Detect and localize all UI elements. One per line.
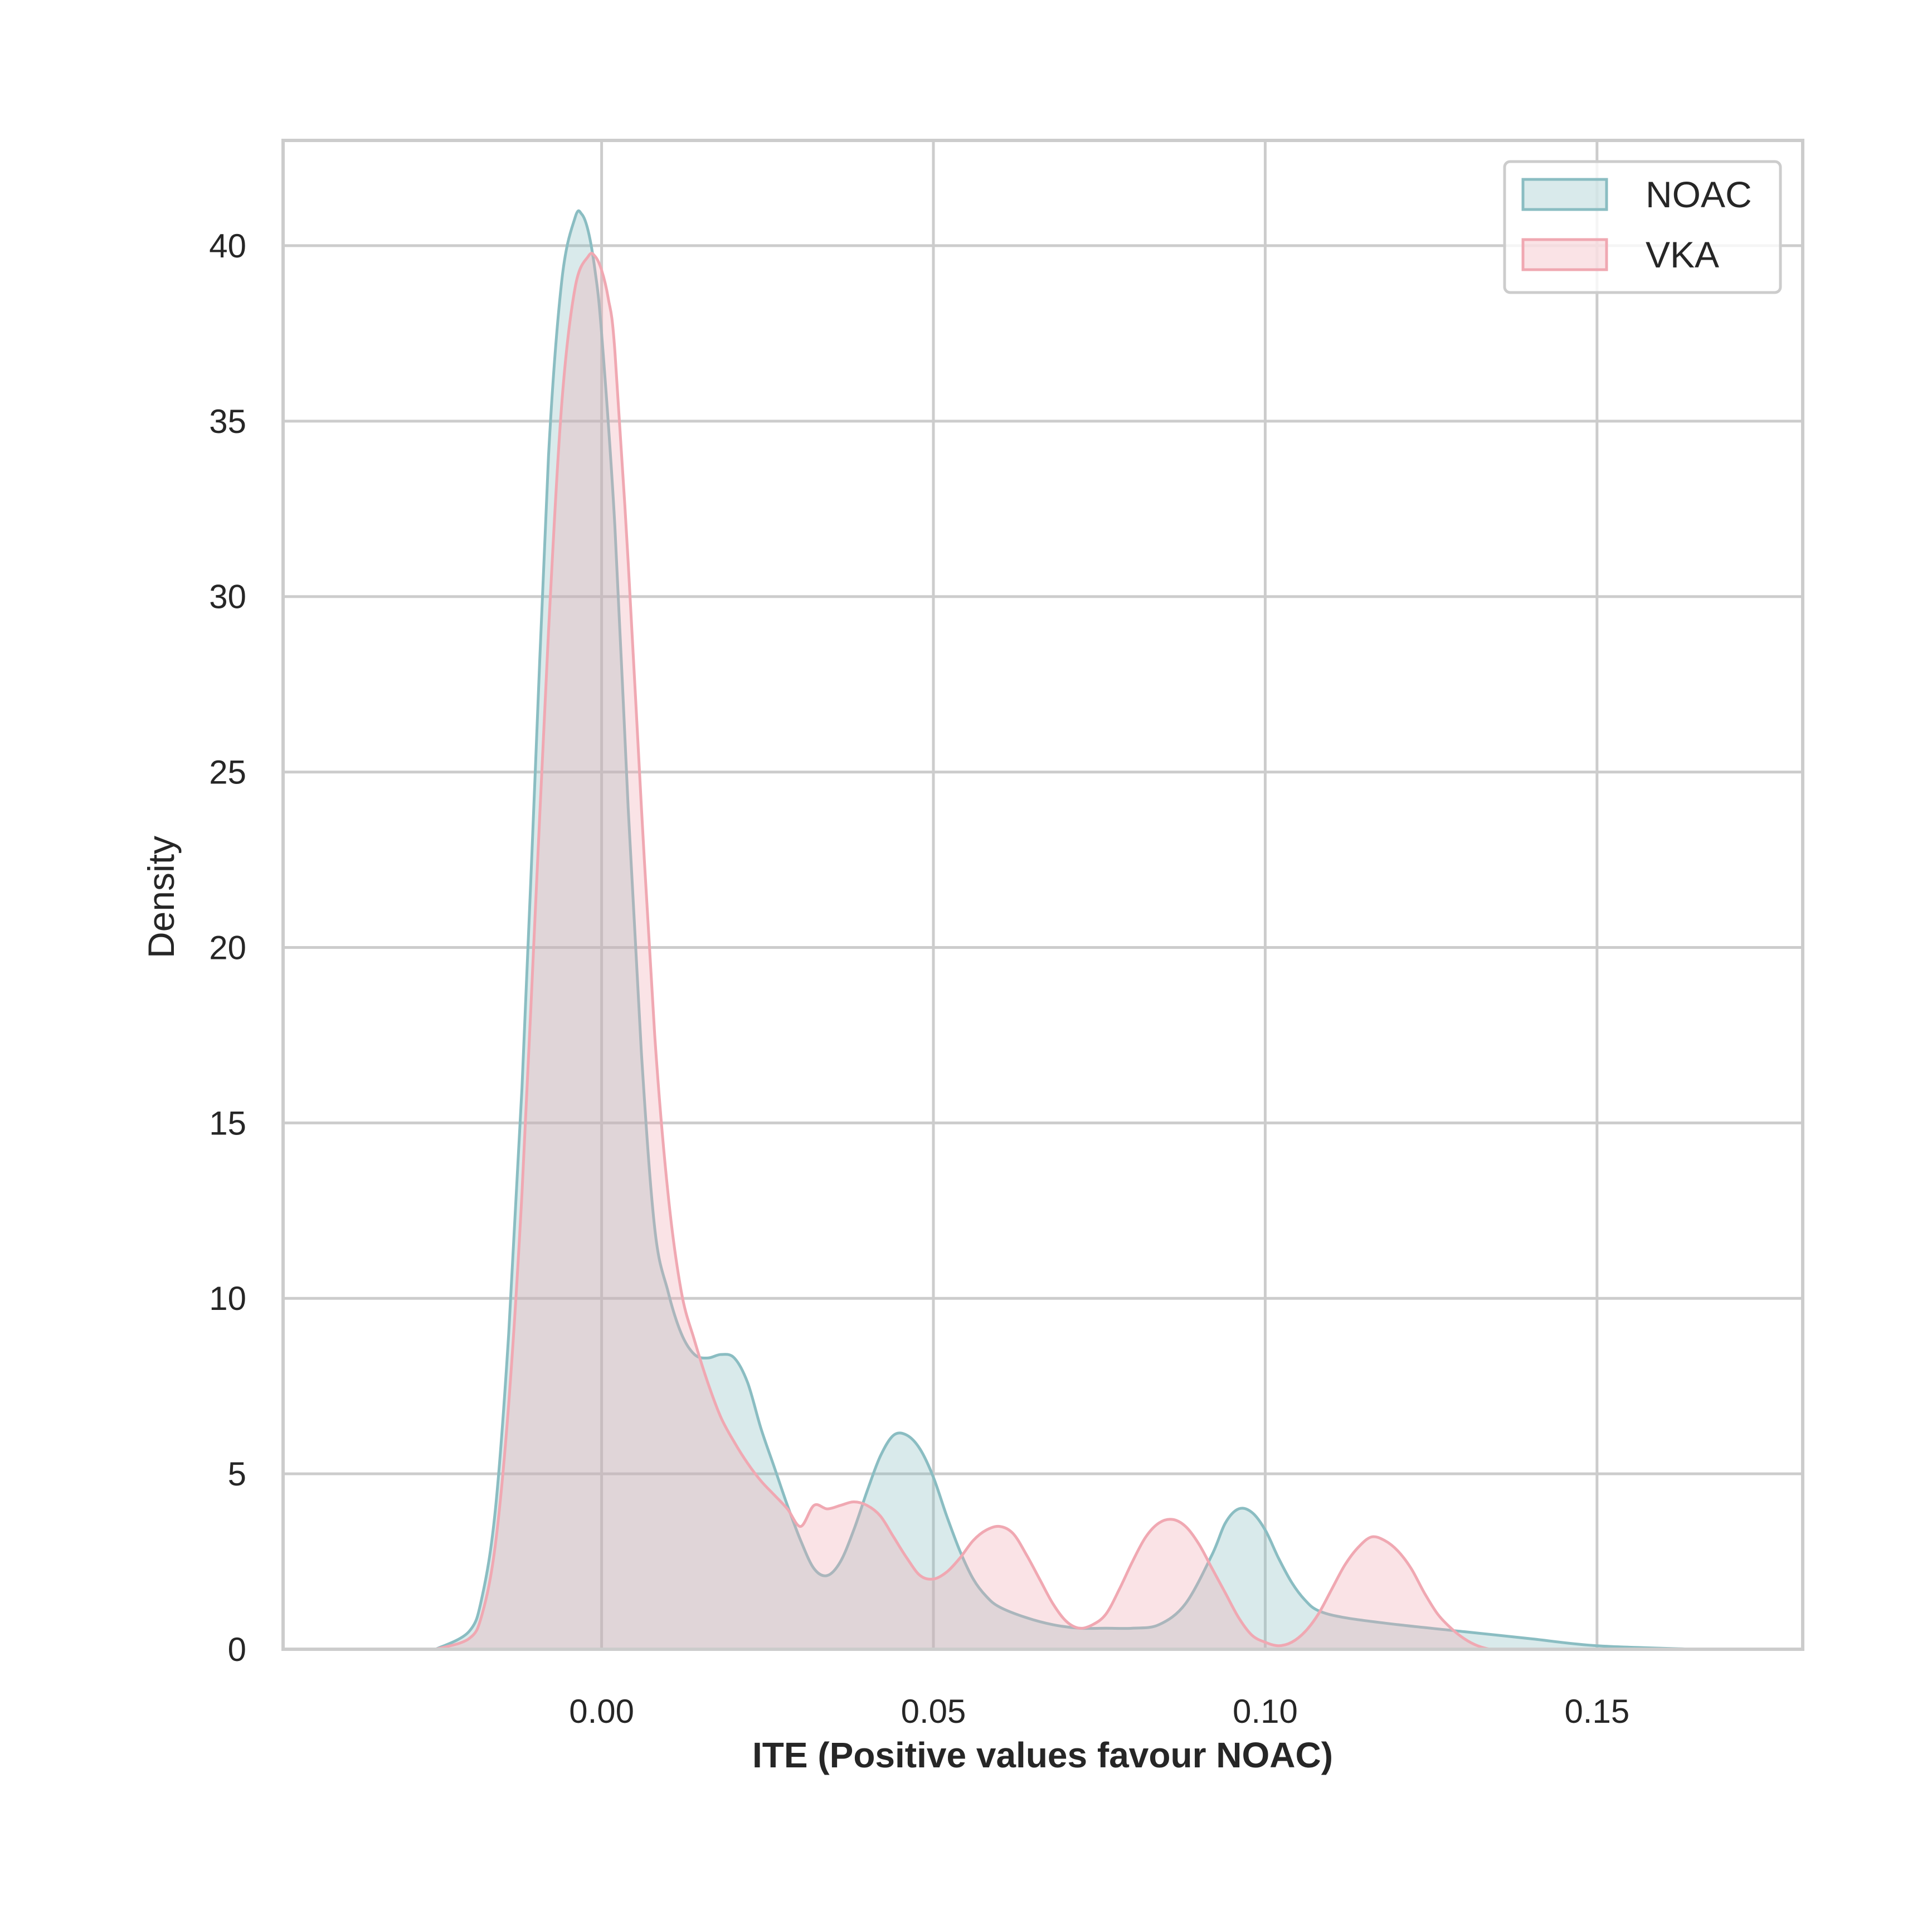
legend: NOAC VKA	[1503, 160, 1782, 294]
x-axis-label: ITE (Positive values favour NOAC)	[752, 1735, 1333, 1775]
y-tick-label: 30	[209, 578, 246, 616]
density-areas	[435, 209, 1697, 1651]
legend-swatch-vka	[1521, 238, 1608, 271]
x-tick-labels: 0.00 0.05 0.10 0.15	[569, 1693, 1629, 1730]
noac-density-line	[435, 209, 1697, 1651]
x-tick-label: 0.10	[1233, 1693, 1298, 1730]
vka-density-line	[435, 252, 1564, 1651]
legend-frame	[1503, 160, 1782, 294]
y-tick-labels: 0 5 10 15 20 25 30 35 40	[209, 227, 246, 1668]
y-tick-label: 25	[209, 754, 246, 791]
legend-label-noac: NOAC	[1646, 174, 1752, 215]
y-axis-label: Density	[140, 836, 182, 958]
x-tick-label: 0.15	[1564, 1693, 1629, 1730]
plot-border	[281, 139, 1804, 1651]
y-tick-label: 0	[228, 1631, 246, 1668]
y-tick-label: 10	[209, 1280, 246, 1317]
y-tick-label: 35	[209, 403, 246, 440]
y-tick-label: 5	[228, 1455, 246, 1493]
x-tick-label: 0.05	[901, 1693, 966, 1730]
y-tick-label: 15	[209, 1104, 246, 1142]
vka-density-fill	[435, 253, 1564, 1650]
noac-density-fill	[435, 211, 1697, 1649]
legend-swatch-noac	[1521, 178, 1608, 211]
y-tick-label: 40	[209, 227, 246, 265]
y-tick-label: 20	[209, 929, 246, 966]
legend-label-vka: VKA	[1646, 234, 1719, 275]
x-tick-label: 0.00	[569, 1693, 634, 1730]
plot-frame	[281, 139, 1804, 1651]
